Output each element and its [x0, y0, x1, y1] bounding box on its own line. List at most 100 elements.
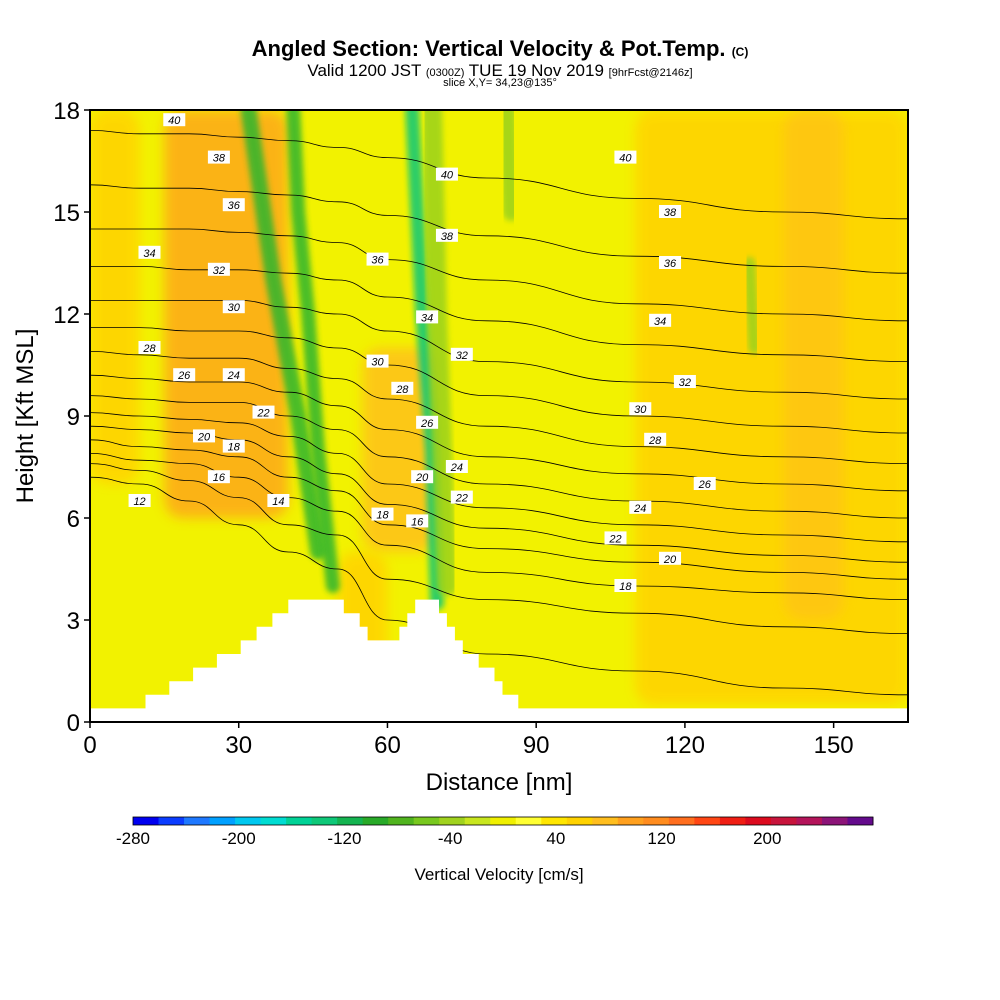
contour-label-bg: [450, 347, 473, 361]
forecast-info: [9hrFcst@2146z]: [608, 67, 693, 79]
contour-label-bg: [371, 507, 394, 521]
contour-label-bg: [659, 256, 682, 269]
contour-label-bg: [366, 252, 389, 266]
contour-label-bg: [267, 494, 290, 507]
y-tick-9: 9: [67, 404, 80, 431]
colorbar-frame: [132, 816, 874, 826]
y-axis-label: Height [Kft MSL]: [12, 329, 39, 504]
contour-label-bg: [391, 381, 414, 395]
colorbar-swatch-25: [745, 817, 772, 825]
contour-label-20: 20: [415, 472, 429, 484]
velocity-streak-6: [743, 257, 761, 354]
x-axis: 0 30 60 90 120 150: [83, 722, 854, 759]
contour-label-28: 28: [648, 435, 662, 447]
contour-label-bg: [693, 477, 716, 490]
contour-label-26: 26: [420, 418, 434, 430]
colorbar: -280 -200 -120 -40 40 120 200: [116, 816, 874, 848]
colorbar-swatch-20: [617, 817, 644, 825]
contour-label-38: 38: [441, 231, 454, 243]
isentrope-38: [90, 184, 908, 274]
colorbar-swatch-17: [541, 817, 568, 825]
contour-label-bg: [207, 150, 230, 164]
colorbar-swatch-2: [158, 817, 185, 825]
contour-label-bg: [207, 262, 230, 276]
contour-label-bg: [435, 167, 458, 181]
contour-label-bg: [435, 228, 458, 242]
contour-label-bg: [138, 341, 161, 354]
contour-label-26: 26: [177, 370, 191, 382]
isentrope-22: [90, 412, 908, 543]
chart-subtitle: Valid 1200 JST (0300Z) TUE 19 Nov 2019 […: [0, 61, 1000, 81]
contour-label-36: 36: [228, 200, 241, 212]
isentrope-14: [90, 463, 908, 634]
colorbar-swatch-24: [719, 817, 746, 825]
contour-label-40: 40: [168, 115, 181, 127]
contour-label-bg: [222, 198, 245, 212]
velocity-region-1: [164, 110, 289, 518]
contour-label-24: 24: [450, 462, 463, 474]
colorbar-swatch-15: [490, 817, 517, 825]
terrain: [90, 599, 908, 722]
contour-label-bg: [614, 579, 637, 592]
contour-label-bg: [614, 150, 637, 164]
contour-label-18: 18: [228, 442, 241, 454]
contour-label-18: 18: [619, 581, 632, 593]
contour-label-bg: [416, 415, 439, 429]
chart-title-mark: (C): [731, 45, 749, 59]
colorbar-swatch-7: [286, 817, 313, 825]
colorbar-swatch-22: [668, 817, 695, 825]
x-tick-90: 90: [523, 732, 550, 759]
valid-utc: (0300Z): [425, 67, 465, 79]
contour-label-30: 30: [371, 357, 384, 369]
contour-label-bg: [128, 494, 151, 507]
contour-label-bg: [222, 439, 245, 453]
x-tick-150: 150: [814, 732, 854, 759]
contour-label-bg: [193, 429, 216, 443]
colorbar-swatch-1: [133, 817, 160, 825]
contour-label-20: 20: [663, 554, 677, 566]
contour-label-22: 22: [455, 493, 468, 505]
colorbar-swatch-13: [439, 817, 466, 825]
y-axis: 0 3 6 9 12 15 18: [53, 98, 90, 737]
isentrope-20: [90, 425, 908, 563]
contour-label-bg: [604, 531, 627, 545]
y-tick-0: 0: [67, 710, 80, 737]
colorbar-label: Vertical Velocity [cm/s]: [414, 865, 583, 884]
colorbar-tick: -120: [327, 829, 361, 848]
velocity-streak-1: [240, 110, 326, 560]
contour-label-36: 36: [371, 255, 384, 267]
chart-title: Angled Section: Vertical Velocity & Pot.…: [0, 36, 1000, 62]
colorbar-swatch-28: [821, 817, 848, 825]
contour-label-bg: [406, 514, 429, 528]
contour-label-bg: [659, 205, 682, 218]
colorbar-swatch-6: [260, 817, 287, 825]
contour-label-20: 20: [197, 431, 211, 443]
contour-label-bg: [649, 313, 672, 327]
colorbar-swatch-21: [643, 817, 670, 825]
colorbar-swatch-11: [388, 817, 415, 825]
contour-label-32: 32: [213, 265, 225, 277]
contour-label-38: 38: [213, 153, 226, 165]
contour-label-bg: [629, 500, 652, 514]
isentrope-28: [90, 351, 908, 464]
contour-label-28: 28: [395, 384, 409, 396]
contour-label-bg: [207, 470, 230, 484]
colorbar-swatch-10: [362, 817, 389, 825]
colorbar-swatch-4: [209, 817, 236, 825]
isentrope-40: [90, 130, 908, 220]
velocity-streak-2: [286, 110, 340, 593]
contour-label-bg: [173, 368, 196, 382]
contour-label-40: 40: [619, 153, 632, 165]
contour-label-34: 34: [421, 312, 433, 324]
colorbar-tick: -280: [116, 829, 150, 848]
contour-label-32: 32: [679, 377, 691, 389]
colorbar-swatch-5: [235, 817, 262, 825]
colorbar-swatch-14: [464, 817, 491, 825]
valid-date: TUE 19 Nov 2019: [468, 61, 604, 80]
contour-label-bg: [138, 245, 161, 259]
colorbar-tick: -40: [438, 829, 463, 848]
x-tick-120: 120: [665, 732, 705, 759]
isentrope-32: [90, 300, 908, 400]
contour-label-34: 34: [143, 248, 155, 260]
